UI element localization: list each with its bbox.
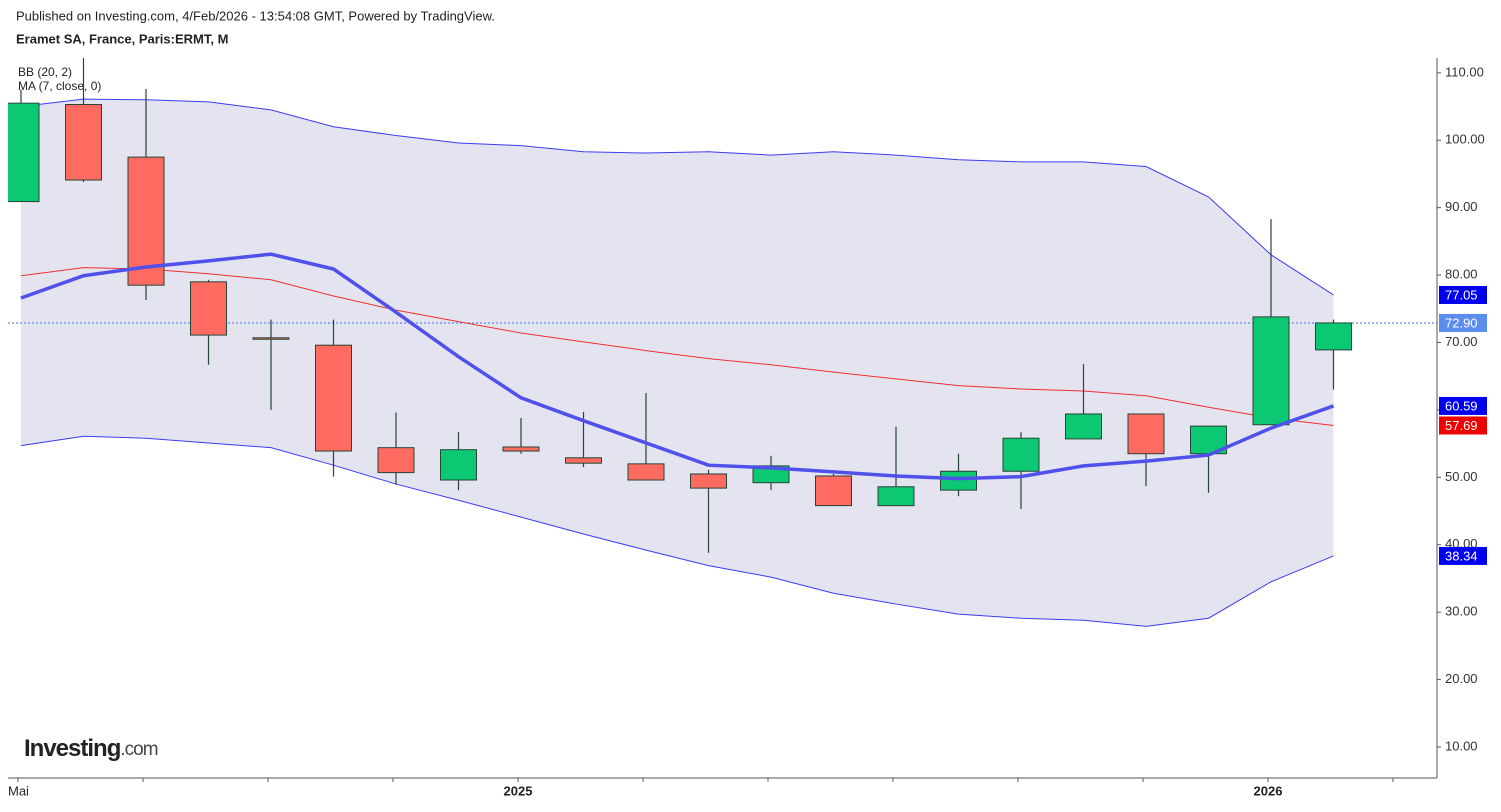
price-label: 72.90 (1445, 315, 1478, 330)
price-label-box (1439, 546, 1487, 565)
candle-body (1127, 413, 1165, 455)
published-note: Published on Investing.com, 4/Feb/2026 -… (16, 8, 495, 23)
indicator-label: MA (7, close, 0) (18, 79, 101, 93)
price-label-box (1439, 416, 1487, 435)
line-bb-basis (20, 267, 1334, 426)
candle-body (1002, 437, 1040, 472)
price-label-box (1439, 285, 1487, 304)
candle-body (252, 337, 290, 340)
line-ma (20, 252, 1335, 481)
y-tick-label: 110.00 (1445, 64, 1484, 79)
indicator-label: BB (20, 2) (18, 65, 72, 79)
price-label: 57.69 (1445, 418, 1478, 433)
x-tick-label: Mai (8, 783, 29, 798)
y-tick-label: 100.00 (1445, 132, 1485, 147)
price-label: 38.34 (1445, 548, 1478, 563)
y-tick-label: 90.00 (1445, 199, 1478, 214)
y-tick-label: 20.00 (1445, 671, 1478, 686)
candle-body (627, 463, 665, 481)
price-label-box (1439, 396, 1487, 415)
candle-body (690, 473, 727, 489)
candle-body (815, 475, 852, 507)
candle-body (940, 470, 977, 491)
candle-body (1252, 316, 1290, 426)
plot-area (8, 58, 1437, 627)
line-bb-lower (20, 435, 1334, 627)
candle-body (127, 156, 165, 286)
logo: Investing.com (24, 735, 158, 762)
price-label: 77.05 (1445, 287, 1478, 302)
candle-body (377, 447, 415, 474)
candle-body (315, 344, 352, 452)
candle-body (190, 281, 227, 336)
y-tick-label: 50.00 (1445, 469, 1478, 484)
x-tick-label: 2025 (504, 783, 533, 798)
bb-band (21, 99, 1334, 627)
candle-body (502, 446, 540, 452)
candle-body (65, 104, 102, 181)
line-bb-upper (20, 98, 1334, 296)
candle-body (877, 486, 915, 507)
candle-body (565, 457, 602, 464)
y-tick-label: 70.00 (1445, 334, 1478, 349)
price-label: 60.59 (1445, 398, 1478, 413)
logo-main: Investing (24, 735, 121, 762)
candle-body (1065, 413, 1102, 440)
x-tick-label: 2026 (1254, 783, 1283, 798)
y-tick-label: 10.00 (1445, 738, 1478, 753)
price-label-box (1439, 313, 1487, 332)
logo-suffix: .com (120, 739, 157, 760)
y-tick-label: 80.00 (1445, 267, 1478, 282)
candle-body (8, 102, 40, 203)
candle-body (440, 449, 477, 481)
y-tick-label: 30.00 (1445, 604, 1478, 619)
candle-body (1315, 322, 1352, 351)
chart-title: Eramet SA, France, Paris:ERMT, M (16, 31, 228, 46)
